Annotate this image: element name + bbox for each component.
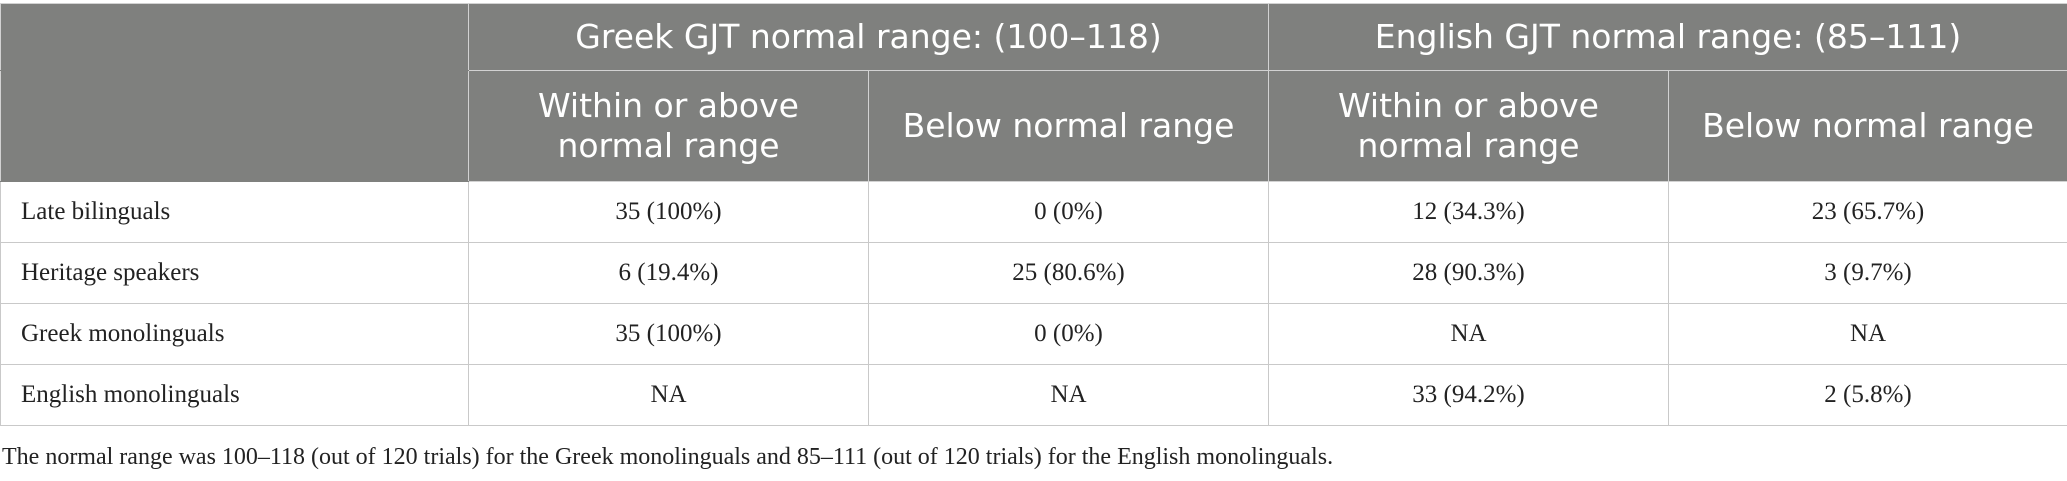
- table-cell: NA: [867, 364, 1270, 426]
- header-english-within-above: Within or above normal range: [1268, 70, 1670, 182]
- row-label: Late bilinguals: [0, 181, 469, 243]
- table-row: Heritage speakers 6 (19.4%) 25 (80.6%) 2…: [0, 242, 2067, 304]
- table-cell: NA: [1668, 303, 2067, 365]
- table-cell: 0 (0%): [867, 181, 1270, 243]
- table-row: English monolinguals NA NA 33 (94.2%) 2 …: [0, 364, 2067, 426]
- header-row-groups: Greek GJT normal range: (100–118) Englis…: [0, 3, 2067, 71]
- table-cell: 25 (80.6%): [867, 242, 1270, 304]
- header-corner-cell-lower: [0, 70, 469, 182]
- table-row: Greek monolinguals 35 (100%) 0 (0%) NA N…: [0, 303, 2067, 365]
- table-row: Late bilinguals 35 (100%) 0 (0%) 12 (34.…: [0, 181, 2067, 243]
- table-cell: 28 (90.3%): [1268, 242, 1670, 304]
- table-cell: 23 (65.7%): [1668, 181, 2067, 243]
- header-english-below: Below normal range: [1668, 70, 2067, 182]
- table-body: Late bilinguals 35 (100%) 0 (0%) 12 (34.…: [0, 181, 2067, 426]
- table-cell: 12 (34.3%): [1268, 181, 1670, 243]
- table-cell: 0 (0%): [867, 303, 1270, 365]
- table-cell: NA: [468, 364, 869, 426]
- table-cell: 3 (9.7%): [1668, 242, 2067, 304]
- table-cell: 35 (100%): [468, 303, 869, 365]
- row-label: Heritage speakers: [0, 242, 469, 304]
- header-greek-below: Below normal range: [867, 70, 1270, 182]
- header-english-gjt: English GJT normal range: (85–111): [1268, 3, 2067, 71]
- header-corner-cell: [0, 3, 469, 71]
- table-cell: 2 (5.8%): [1668, 364, 2067, 426]
- table-cell: 6 (19.4%): [468, 242, 869, 304]
- header-greek-gjt: Greek GJT normal range: (100–118): [467, 3, 1270, 71]
- table-cell: 33 (94.2%): [1268, 364, 1670, 426]
- table-footnote: The normal range was 100–118 (out of 120…: [2, 444, 1334, 470]
- results-table: Greek GJT normal range: (100–118) Englis…: [0, 3, 2067, 426]
- table-header: Greek GJT normal range: (100–118) Englis…: [0, 3, 2067, 182]
- header-row-subgroups: Within or above normal range Below norma…: [0, 70, 2067, 182]
- table-cell: NA: [1268, 303, 1670, 365]
- row-label: English monolinguals: [0, 364, 469, 426]
- header-greek-within-above: Within or above normal range: [468, 70, 869, 182]
- row-label: Greek monolinguals: [0, 303, 469, 365]
- table-cell: 35 (100%): [468, 181, 869, 243]
